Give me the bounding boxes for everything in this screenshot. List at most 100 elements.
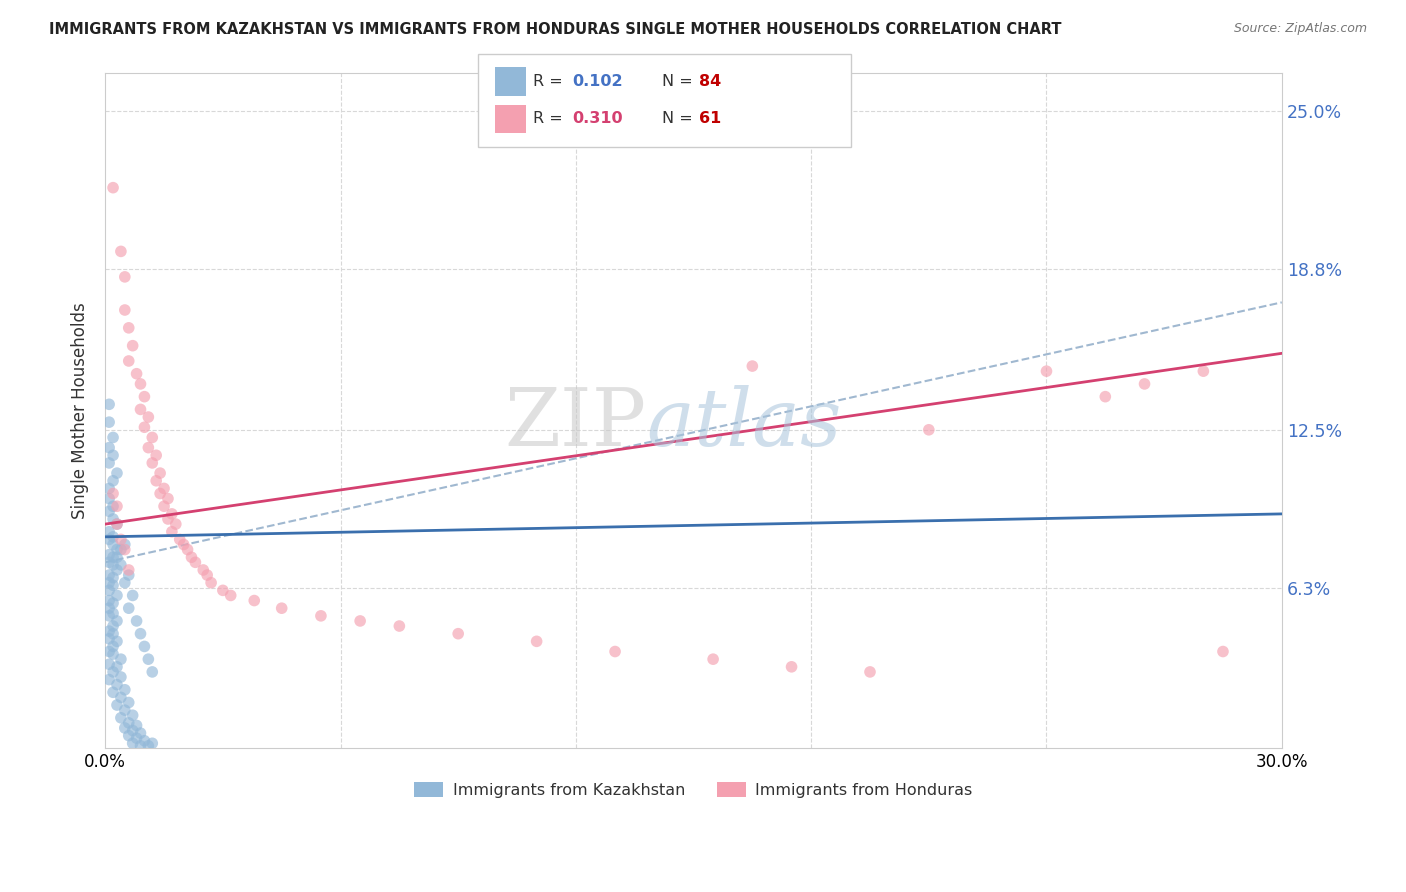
Point — [118, 568, 141, 582]
Point — [141, 736, 163, 750]
Point — [98, 397, 121, 411]
Point — [98, 555, 121, 569]
Point — [105, 563, 128, 577]
Point — [156, 512, 179, 526]
Point — [101, 640, 124, 654]
Y-axis label: Single Mother Households: Single Mother Households — [72, 302, 89, 519]
Point — [134, 733, 156, 747]
Text: N =: N = — [662, 74, 699, 89]
Legend: Immigrants from Kazakhstan, Immigrants from Honduras: Immigrants from Kazakhstan, Immigrants f… — [408, 776, 979, 805]
Point — [121, 708, 143, 723]
Point — [114, 269, 136, 284]
Point — [243, 593, 266, 607]
Text: ZIP: ZIP — [505, 385, 647, 463]
Point — [101, 558, 124, 572]
Point — [105, 466, 128, 480]
Point — [780, 660, 803, 674]
Point — [129, 376, 152, 391]
Text: 84: 84 — [699, 74, 721, 89]
Point — [98, 548, 121, 562]
Point — [134, 420, 156, 434]
Point — [138, 441, 160, 455]
Point — [180, 550, 202, 565]
Text: R =: R = — [533, 74, 568, 89]
Point — [138, 652, 160, 666]
Point — [110, 652, 132, 666]
Point — [98, 575, 121, 590]
Text: 61: 61 — [699, 112, 721, 127]
Point — [121, 723, 143, 738]
Point — [118, 321, 141, 335]
Point — [98, 482, 121, 496]
Point — [101, 626, 124, 640]
Point — [101, 607, 124, 621]
Point — [98, 441, 121, 455]
Point — [134, 640, 156, 654]
Point — [101, 647, 124, 661]
Point — [219, 589, 242, 603]
Point — [105, 589, 128, 603]
Point — [101, 537, 124, 551]
Point — [101, 550, 124, 565]
Point — [98, 524, 121, 539]
Point — [114, 537, 136, 551]
Point — [169, 533, 191, 547]
Point — [741, 359, 763, 373]
Point — [105, 517, 128, 532]
Point — [110, 533, 132, 547]
Point — [145, 448, 167, 462]
Point — [1133, 376, 1156, 391]
Text: atlas: atlas — [647, 385, 842, 463]
Point — [129, 739, 152, 753]
Point — [270, 601, 292, 615]
Point — [98, 624, 121, 639]
Point — [98, 657, 121, 672]
Point — [118, 696, 141, 710]
Point — [98, 491, 121, 506]
Point — [118, 729, 141, 743]
Point — [309, 608, 332, 623]
Point — [138, 739, 160, 753]
Point — [98, 601, 121, 615]
Point — [98, 583, 121, 598]
Point — [165, 517, 187, 532]
Point — [98, 644, 121, 658]
Point — [1212, 644, 1234, 658]
Point — [141, 665, 163, 679]
Point — [118, 715, 141, 730]
Point — [105, 678, 128, 692]
Point — [105, 500, 128, 514]
Point — [101, 685, 124, 699]
Point — [98, 415, 121, 429]
Point — [98, 632, 121, 646]
Point — [98, 673, 121, 687]
Point — [98, 593, 121, 607]
Point — [118, 354, 141, 368]
Point — [101, 448, 124, 462]
Point — [526, 634, 548, 648]
Point — [98, 456, 121, 470]
Point — [125, 367, 148, 381]
Point — [184, 555, 207, 569]
Point — [149, 486, 172, 500]
Point — [105, 550, 128, 565]
Point — [98, 504, 121, 518]
Point — [121, 589, 143, 603]
Point — [110, 542, 132, 557]
Point — [101, 665, 124, 679]
Point — [129, 402, 152, 417]
Text: IMMIGRANTS FROM KAZAKHSTAN VS IMMIGRANTS FROM HONDURAS SINGLE MOTHER HOUSEHOLDS : IMMIGRANTS FROM KAZAKHSTAN VS IMMIGRANTS… — [49, 22, 1062, 37]
Text: N =: N = — [662, 112, 699, 127]
Point — [160, 524, 183, 539]
Point — [110, 690, 132, 705]
Point — [101, 430, 124, 444]
Point — [1094, 390, 1116, 404]
Point — [101, 474, 124, 488]
Point — [105, 614, 128, 628]
Point — [105, 517, 128, 532]
Point — [118, 601, 141, 615]
Point — [105, 634, 128, 648]
Point — [105, 542, 128, 557]
Point — [114, 575, 136, 590]
Point — [349, 614, 371, 628]
